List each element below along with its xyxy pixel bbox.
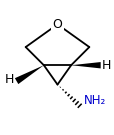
Text: H: H — [101, 59, 110, 72]
Text: O: O — [52, 18, 62, 31]
Polygon shape — [15, 65, 43, 84]
Text: H: H — [5, 73, 14, 87]
Text: NH₂: NH₂ — [83, 94, 105, 107]
Polygon shape — [71, 62, 100, 68]
